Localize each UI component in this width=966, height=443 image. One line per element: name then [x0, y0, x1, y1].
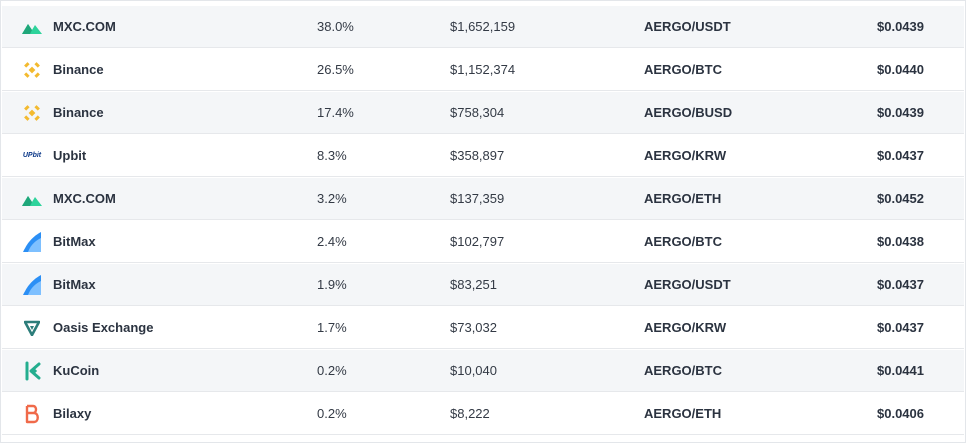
- exchange-name[interactable]: BitMax: [53, 277, 96, 292]
- exchange-name[interactable]: KuCoin: [53, 363, 100, 378]
- mxc-logo-icon: [21, 178, 43, 220]
- volume-value: $137,359: [450, 191, 505, 206]
- trading-pair[interactable]: AERGO/ETH: [644, 406, 722, 421]
- volume-share: 1.9%: [317, 277, 347, 292]
- table-row[interactable]: Bilaxy 0.2% $8,222 AERGO/ETH $0.0406: [2, 393, 964, 435]
- volume-value: $83,251: [450, 277, 497, 292]
- pair-price: $0.0437: [877, 148, 924, 163]
- table-row[interactable]: UPbit Upbit 8.3% $358,897 AERGO/KRW $0.0…: [2, 135, 964, 177]
- volume-value: $10,040: [450, 363, 497, 378]
- trading-pair[interactable]: AERGO/KRW: [644, 148, 727, 163]
- exchange-name[interactable]: Binance: [53, 105, 104, 120]
- trading-pair[interactable]: AERGO/BTC: [644, 234, 722, 249]
- table-row[interactable]: BitMax 1.9% $83,251 AERGO/USDT $0.0437: [2, 264, 964, 306]
- pair-price: $0.0437: [877, 277, 924, 292]
- upbit-logo-text: UPbit: [22, 152, 42, 159]
- oasis-logo-icon: [21, 307, 43, 349]
- volume-share: 3.2%: [317, 191, 347, 206]
- binance-logo-icon: [21, 49, 43, 91]
- pair-price: $0.0441: [877, 363, 924, 378]
- volume-share: 8.3%: [317, 148, 347, 163]
- exchange-name[interactable]: BitMax: [53, 234, 96, 249]
- bilaxy-logo-icon: [21, 393, 43, 435]
- volume-share: 26.5%: [317, 62, 354, 77]
- mxc-logo-icon: [21, 6, 43, 48]
- pair-price: $0.0406: [877, 406, 924, 421]
- volume-share: 0.2%: [317, 406, 347, 421]
- volume-value: $1,152,374: [450, 62, 516, 77]
- exchange-name[interactable]: Upbit: [53, 148, 87, 163]
- trading-pair[interactable]: AERGO/BTC: [644, 363, 722, 378]
- exchange-name[interactable]: MXC.COM: [53, 19, 116, 34]
- volume-value: $8,222: [450, 406, 490, 421]
- pair-price: $0.0439: [877, 19, 924, 34]
- trading-pair[interactable]: AERGO/BTC: [644, 62, 722, 77]
- table-row[interactable]: Binance 17.4% $758,304 AERGO/BUSD $0.043…: [2, 92, 964, 134]
- trading-pair[interactable]: AERGO/USDT: [644, 19, 731, 34]
- trading-pair[interactable]: AERGO/USDT: [644, 277, 731, 292]
- trading-pair[interactable]: AERGO/KRW: [644, 320, 727, 335]
- table-row[interactable]: BitMax 2.4% $102,797 AERGO/BTC $0.0438: [2, 221, 964, 263]
- volume-value: $758,304: [450, 105, 505, 120]
- volume-share: 0.2%: [317, 363, 347, 378]
- pair-price: $0.0452: [877, 191, 924, 206]
- bitmax-logo-icon: [21, 264, 43, 306]
- bitmax-logo-icon: [21, 221, 43, 263]
- trading-pair[interactable]: AERGO/BUSD: [644, 105, 733, 120]
- upbit-logo-icon: UPbit: [21, 135, 43, 177]
- exchange-name[interactable]: Binance: [53, 62, 104, 77]
- volume-share: 2.4%: [317, 234, 347, 249]
- volume-value: $358,897: [450, 148, 505, 163]
- trading-pair[interactable]: AERGO/ETH: [644, 191, 722, 206]
- table-row[interactable]: KuCoin 0.2% $10,040 AERGO/BTC $0.0441: [2, 350, 964, 392]
- volume-share: 38.0%: [317, 19, 354, 34]
- pair-price: $0.0437: [877, 320, 924, 335]
- volume-share: 17.4%: [317, 105, 354, 120]
- table-row[interactable]: Binance 26.5% $1,152,374 AERGO/BTC $0.04…: [2, 49, 964, 91]
- table-row[interactable]: MXC.COM 3.2% $137,359 AERGO/ETH $0.0452: [2, 178, 964, 220]
- volume-value: $73,032: [450, 320, 497, 335]
- exchange-name[interactable]: MXC.COM: [53, 191, 116, 206]
- volume-value: $102,797: [450, 234, 505, 249]
- table-row[interactable]: MXC.COM 38.0% $1,652,159 AERGO/USDT $0.0…: [2, 6, 964, 48]
- binance-logo-icon: [21, 92, 43, 134]
- pair-price: $0.0440: [877, 62, 924, 77]
- volume-share: 1.7%: [317, 320, 347, 335]
- table-row[interactable]: Oasis Exchange 1.7% $73,032 AERGO/KRW $0…: [2, 307, 964, 349]
- exchange-name[interactable]: Oasis Exchange: [53, 320, 154, 335]
- pair-price: $0.0439: [877, 105, 924, 120]
- exchange-name[interactable]: Bilaxy: [53, 406, 92, 421]
- volume-value: $1,652,159: [450, 19, 516, 34]
- kucoin-logo-icon: [21, 350, 43, 392]
- pair-price: $0.0438: [877, 234, 924, 249]
